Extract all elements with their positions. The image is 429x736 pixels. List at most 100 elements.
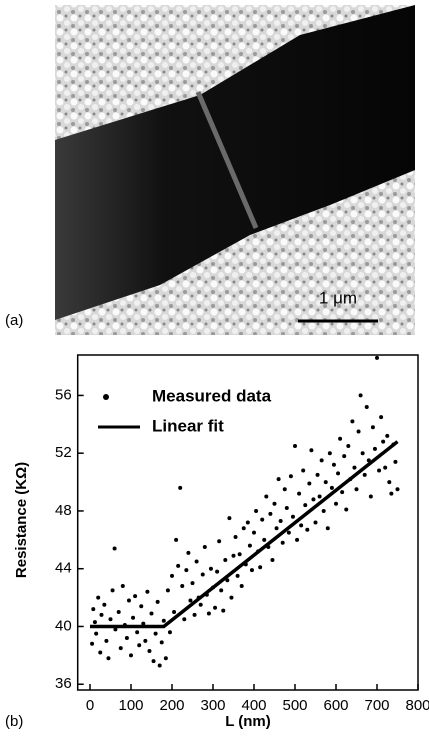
legend-label: Measured data bbox=[152, 386, 272, 405]
data-point bbox=[202, 545, 207, 550]
panel-label: (b) bbox=[5, 713, 23, 730]
data-point bbox=[163, 656, 168, 661]
data-point bbox=[252, 530, 256, 535]
data-point bbox=[321, 508, 326, 513]
data-point bbox=[98, 650, 103, 655]
data-point bbox=[247, 543, 252, 548]
data-point bbox=[274, 526, 279, 531]
data-point bbox=[153, 631, 158, 636]
data-point bbox=[334, 501, 338, 506]
data-point bbox=[190, 581, 195, 586]
data-point bbox=[245, 520, 250, 525]
x-tick-label: 700 bbox=[364, 697, 389, 714]
data-point bbox=[303, 503, 308, 508]
data-point bbox=[270, 558, 275, 563]
data-point bbox=[129, 653, 133, 658]
data-point bbox=[307, 481, 312, 486]
data-point bbox=[237, 552, 242, 557]
data-point bbox=[108, 617, 113, 622]
data-point bbox=[116, 610, 121, 615]
data-point bbox=[346, 443, 351, 448]
data-point bbox=[331, 462, 336, 467]
x-tick-label: 100 bbox=[118, 697, 143, 714]
data-point bbox=[315, 472, 320, 477]
data-point bbox=[340, 490, 345, 495]
data-point bbox=[99, 612, 104, 617]
data-point bbox=[372, 446, 377, 451]
data-point bbox=[145, 589, 150, 594]
x-tick-label: 600 bbox=[323, 697, 348, 714]
data-point bbox=[352, 465, 357, 470]
data-point bbox=[112, 546, 117, 551]
data-point bbox=[282, 487, 287, 492]
data-point bbox=[280, 540, 285, 545]
data-point bbox=[268, 511, 273, 516]
data-point bbox=[389, 491, 394, 496]
data-point bbox=[262, 537, 267, 542]
data-point bbox=[284, 506, 289, 511]
data-point bbox=[344, 507, 349, 512]
x-tick-label: 400 bbox=[241, 697, 266, 714]
data-point bbox=[305, 527, 310, 532]
data-point bbox=[329, 485, 334, 490]
data-point bbox=[149, 611, 154, 616]
data-point bbox=[395, 487, 400, 492]
data-point bbox=[94, 631, 99, 636]
y-axis-label: Resistance (KΩ) bbox=[13, 462, 30, 578]
data-point bbox=[96, 595, 101, 600]
data-point bbox=[356, 429, 361, 434]
data-point bbox=[290, 514, 295, 519]
data-point bbox=[338, 436, 343, 441]
data-point bbox=[233, 534, 238, 539]
data-point bbox=[342, 454, 347, 459]
data-point bbox=[143, 638, 148, 643]
data-point bbox=[360, 451, 365, 456]
data-point bbox=[309, 448, 314, 453]
data-point bbox=[258, 565, 263, 570]
data-point bbox=[350, 419, 355, 424]
data-point bbox=[120, 584, 125, 589]
data-point bbox=[106, 656, 111, 661]
data-point bbox=[91, 607, 96, 612]
data-point bbox=[295, 537, 300, 542]
nanowire bbox=[195, 91, 259, 229]
data-point bbox=[139, 604, 144, 609]
data-point bbox=[219, 588, 224, 593]
data-point bbox=[180, 584, 185, 589]
data-point bbox=[137, 643, 142, 648]
data-point bbox=[131, 615, 136, 620]
data-point bbox=[141, 621, 146, 626]
y-tick-label: 36 bbox=[55, 675, 72, 692]
data-point bbox=[319, 458, 324, 463]
data-point bbox=[288, 474, 293, 479]
data-point bbox=[167, 630, 172, 635]
data-point bbox=[223, 558, 228, 563]
data-point bbox=[200, 572, 205, 577]
data-point bbox=[170, 573, 174, 578]
data-point bbox=[358, 393, 363, 398]
data-point bbox=[90, 641, 95, 646]
x-axis-label: L (nm) bbox=[225, 713, 271, 730]
data-point bbox=[151, 659, 156, 664]
y-tick-label: 48 bbox=[55, 502, 72, 519]
data-point bbox=[118, 646, 123, 651]
fit-line bbox=[90, 440, 399, 629]
data-point bbox=[375, 355, 379, 360]
x-tick-label: 800 bbox=[405, 697, 429, 714]
data-point bbox=[178, 485, 183, 490]
data-point bbox=[387, 480, 392, 485]
data-point bbox=[239, 584, 244, 589]
data-point bbox=[231, 553, 236, 558]
x-tick-label: 300 bbox=[200, 697, 225, 714]
data-point bbox=[217, 539, 222, 544]
data-point bbox=[133, 594, 138, 599]
y-tick-label: 40 bbox=[55, 617, 72, 634]
data-point bbox=[297, 491, 302, 496]
legend-symbol bbox=[103, 394, 109, 400]
data-point bbox=[241, 526, 246, 531]
data-point bbox=[215, 569, 220, 574]
data-point bbox=[368, 494, 373, 499]
data-point bbox=[155, 599, 160, 604]
